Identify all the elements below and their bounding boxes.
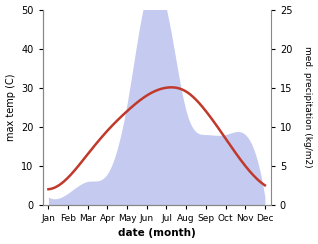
Y-axis label: med. precipitation (kg/m2): med. precipitation (kg/m2) bbox=[303, 46, 313, 168]
Y-axis label: max temp (C): max temp (C) bbox=[5, 73, 16, 141]
X-axis label: date (month): date (month) bbox=[118, 228, 196, 238]
